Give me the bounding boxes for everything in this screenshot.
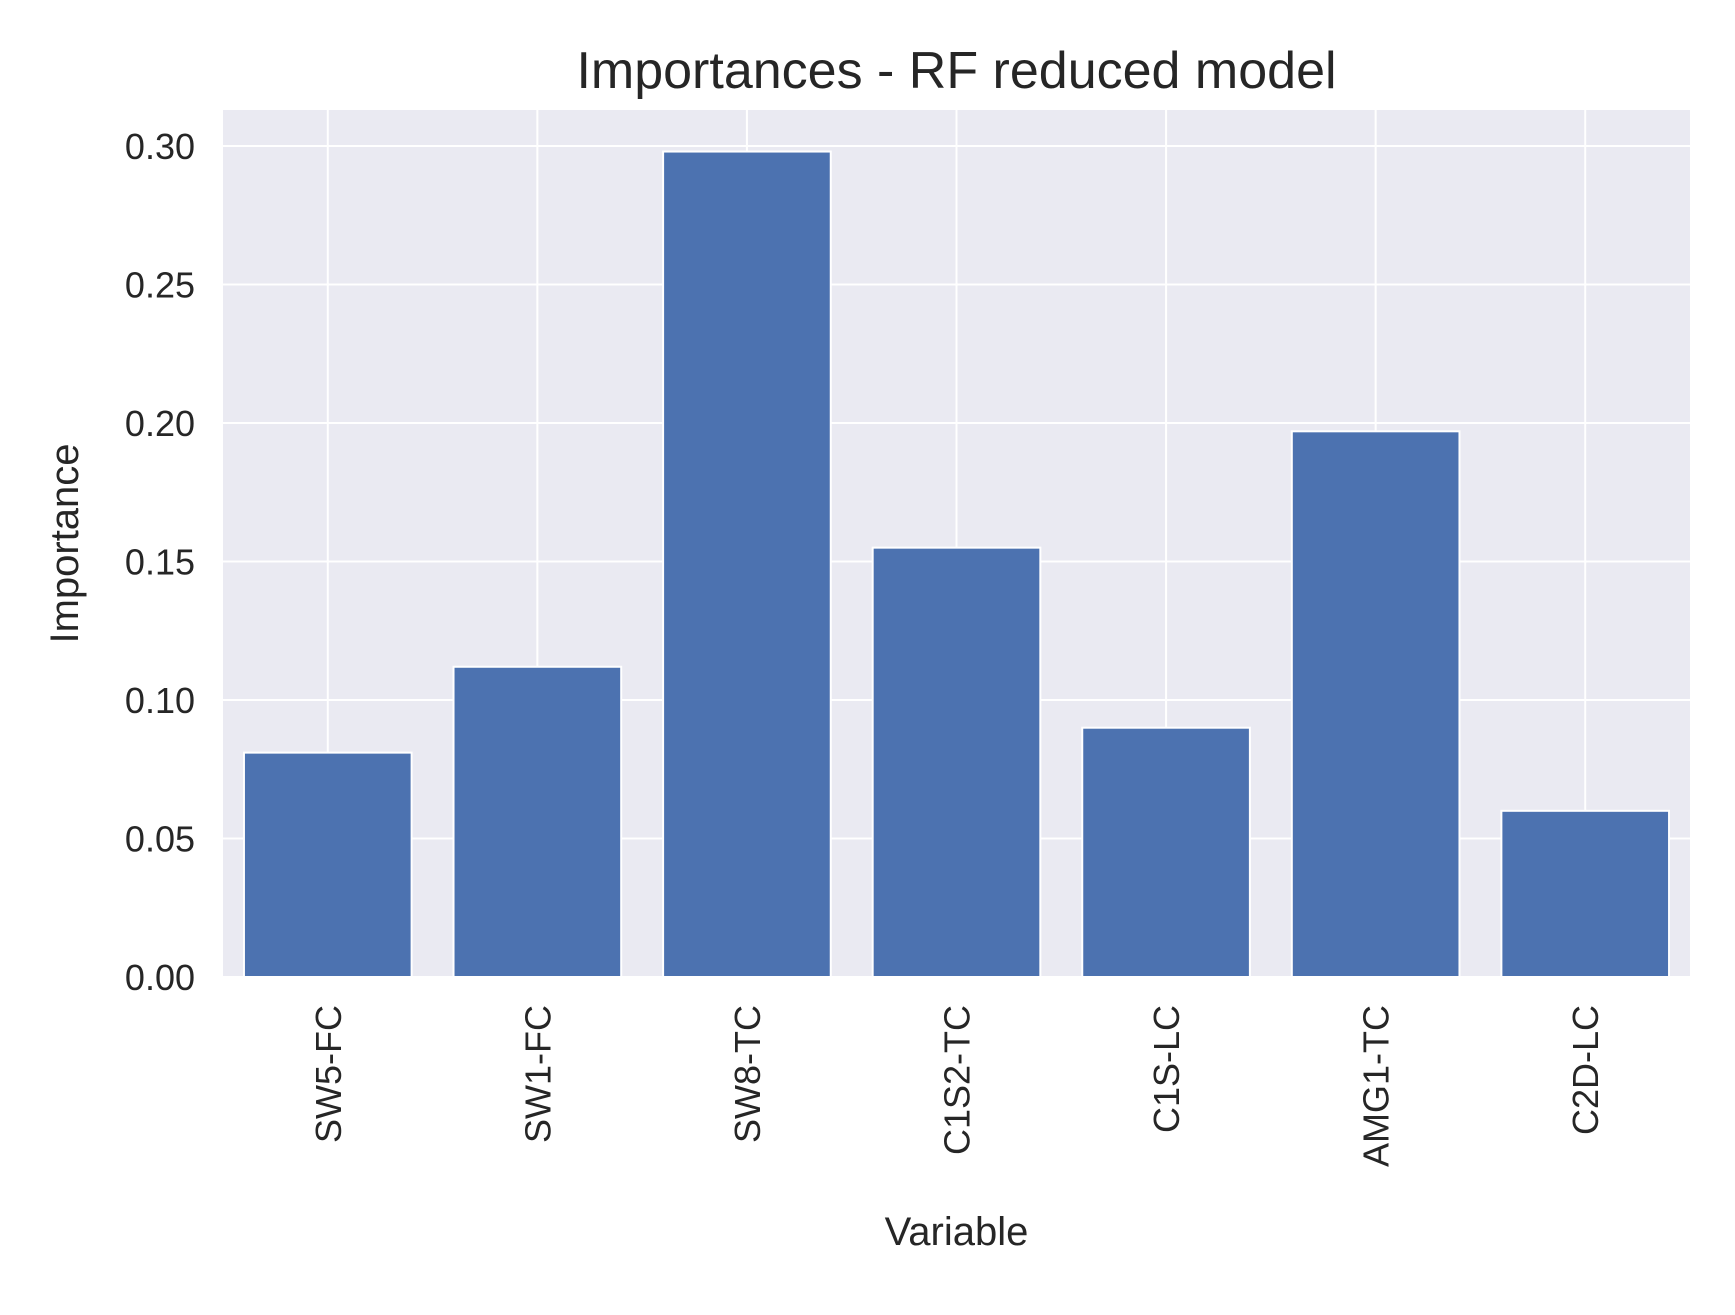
x-tick-label: C1S2-TC <box>937 1005 978 1155</box>
bar-c1s2-tc <box>871 546 1042 979</box>
y-axis-ticks: 0.00 0.05 0.10 0.15 0.20 0.25 0.30 <box>125 126 195 998</box>
x-tick-label: C2D-LC <box>1565 1005 1606 1135</box>
bar-c2d-lc <box>1500 809 1671 979</box>
x-tick-label: AMG1-TC <box>1356 1005 1397 1167</box>
bars <box>242 150 1671 979</box>
y-tick-label: 0.15 <box>125 542 195 583</box>
bar-sw5-fc <box>242 751 413 978</box>
bar-sw1-fc <box>452 665 623 978</box>
y-tick-label: 0.05 <box>125 819 195 860</box>
y-tick-label: 0.20 <box>125 403 195 444</box>
y-tick-label: 0.00 <box>125 957 195 998</box>
bar-c1s-lc <box>1081 726 1251 978</box>
bar-amg1-tc <box>1290 430 1461 978</box>
x-axis-ticks: SW5-FC SW1-FC SW8-TC C1S2-TC C1S-LC AMG1-TC C2… <box>308 1005 1606 1167</box>
y-axis-label: Importance <box>43 443 87 643</box>
x-axis-label: Variable <box>885 1210 1029 1254</box>
x-tick-label: C1S-LC <box>1146 1005 1187 1133</box>
y-tick-label: 0.10 <box>125 680 195 721</box>
x-tick-label: SW8-TC <box>727 1005 768 1143</box>
y-tick-label: 0.30 <box>125 126 195 167</box>
bar-sw8-tc <box>662 150 832 979</box>
x-tick-label: SW5-FC <box>308 1005 349 1143</box>
chart-title: Importances - RF reduced model <box>576 42 1336 100</box>
x-tick-label: SW1-FC <box>517 1005 558 1143</box>
y-tick-label: 0.25 <box>125 265 195 306</box>
